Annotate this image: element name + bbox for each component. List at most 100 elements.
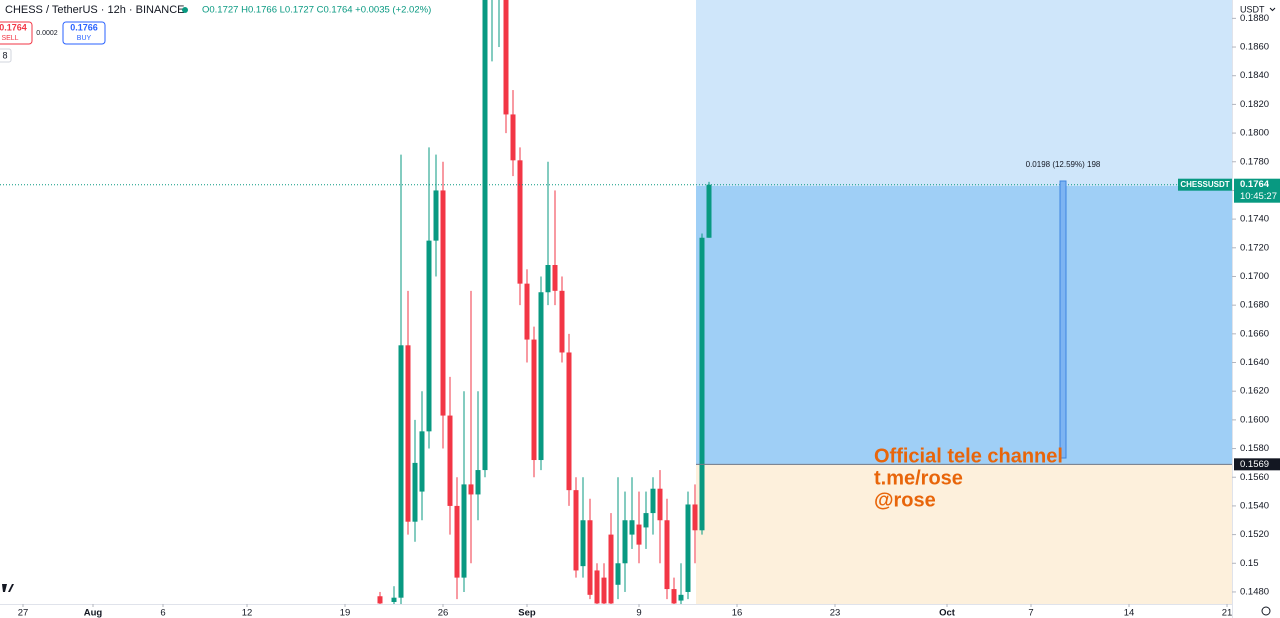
candle-body <box>552 265 558 291</box>
candle-body <box>398 345 404 598</box>
candle-body <box>580 520 586 567</box>
candle-body <box>440 190 446 416</box>
candle-body <box>405 345 411 522</box>
candle-body <box>419 431 425 492</box>
buy-button[interactable] <box>62 21 106 45</box>
indicator-count: 8 <box>2 50 7 60</box>
candle-body <box>412 462 418 522</box>
candle-body <box>482 0 488 471</box>
candle-body <box>559 290 565 353</box>
overlay-line: t.me/rose <box>874 467 963 489</box>
x-tick-label: Oct <box>939 608 956 618</box>
candle-body <box>678 594 684 601</box>
y-tick-label: 0.1860 <box>1240 42 1269 53</box>
symbol[interactable]: CHESS / TetherUS · 12h · BINANCE <box>5 4 185 16</box>
candle-body <box>447 415 453 506</box>
candle-body <box>692 504 698 531</box>
y-tick-label: 0.1840 <box>1240 70 1269 81</box>
candle-body <box>594 570 600 604</box>
candle-body <box>664 520 670 590</box>
x-tick-label: 21 <box>1222 608 1233 618</box>
y-tick-label: 0.1640 <box>1240 357 1269 368</box>
currency-chevron[interactable] <box>1269 7 1276 12</box>
candle-body <box>433 190 439 241</box>
y-tick-label: 0.1600 <box>1240 414 1269 425</box>
candle-body <box>454 505 460 578</box>
entry-tag <box>1234 458 1280 471</box>
y-tick-label: 0.1800 <box>1240 128 1269 139</box>
sell-label: SELL <box>1 35 18 42</box>
y-tick-label: 0.1580 <box>1240 443 1269 454</box>
candle-body <box>503 0 509 115</box>
y-tick-label: 0.1620 <box>1240 386 1269 397</box>
ticker-tag <box>1178 178 1232 191</box>
indicator-toggle[interactable] <box>0 48 12 63</box>
spread: 0.0002 <box>36 30 58 37</box>
x-tick-label: 26 <box>438 608 449 618</box>
candle-body <box>699 237 705 531</box>
countdown: 10:45:27 <box>1240 191 1277 202</box>
measure-label: 0.0198 (12.59%) 198 <box>1026 160 1101 169</box>
sell-button[interactable] <box>0 21 33 45</box>
candle-body <box>671 589 677 604</box>
x-tick-label: 14 <box>1124 608 1135 618</box>
x-tick-label: 23 <box>830 608 841 618</box>
x-tick-label: 6 <box>160 608 165 618</box>
profit-zone[interactable] <box>696 186 1232 465</box>
ticker-tag-label: CHESSUSDT <box>1180 180 1229 189</box>
y-tick-label: 0.1520 <box>1240 529 1269 540</box>
overlay-line: Official tele channel <box>874 445 1063 467</box>
candle-body <box>517 160 523 284</box>
last-price-tag <box>1234 178 1280 203</box>
y-tick-label: 0.1780 <box>1240 156 1269 167</box>
measure-bar[interactable] <box>1059 180 1067 459</box>
candle-body <box>636 524 642 545</box>
x-tick-label: 12 <box>242 608 253 618</box>
candle-body <box>622 520 628 564</box>
candle-body <box>426 240 432 432</box>
candle-body <box>377 596 383 604</box>
y-tick-label: 0.1820 <box>1240 99 1269 110</box>
candle-body <box>531 339 537 461</box>
candle-body <box>629 520 635 535</box>
status-dot <box>182 7 188 13</box>
y-tick-label: 0.1720 <box>1240 242 1269 253</box>
overlay: Official tele channel t.me/rose @rose <box>874 445 1063 511</box>
candle-body <box>468 484 474 495</box>
ohlc-legend: O0.1727 H0.1766 L0.1727 C0.1764 +0.0035 … <box>202 5 431 16</box>
y-tick-label: 0.1680 <box>1240 300 1269 311</box>
currency[interactable]: USDT <box>1240 4 1265 14</box>
x-tick-label: Sep <box>518 608 536 618</box>
y-tick-label: 0.15 <box>1240 558 1259 569</box>
y-tick-label: 0.1660 <box>1240 328 1269 339</box>
candle-body <box>601 577 607 604</box>
candle-body <box>538 292 544 461</box>
candle-body <box>650 488 656 514</box>
y-tick-label: 0.1880 <box>1240 13 1269 24</box>
candle-body <box>615 563 621 585</box>
candle-body <box>391 597 397 602</box>
candle-body <box>573 490 579 571</box>
candle-body <box>685 504 691 592</box>
overlay-line: @rose <box>874 489 936 511</box>
settings-icon[interactable] <box>1261 606 1271 616</box>
candle-body <box>461 484 467 578</box>
stop-zone[interactable] <box>696 465 1232 604</box>
y-tick-label: 0.1740 <box>1240 214 1269 225</box>
plot-area <box>0 0 1232 604</box>
candle-body <box>475 470 481 495</box>
x-tick-label: Aug <box>84 608 103 618</box>
logo[interactable] <box>2 584 14 592</box>
y-tick-label: 0.1480 <box>1240 586 1269 597</box>
candle-body <box>657 488 663 521</box>
y-tick-label: 0.1560 <box>1240 472 1269 483</box>
candle-body <box>545 265 551 293</box>
candle-body <box>706 184 712 238</box>
x-tick-label: 27 <box>18 608 29 618</box>
buy-price: 0.1766 <box>70 22 98 32</box>
candle-body <box>643 513 649 528</box>
last-price-label: 0.1764 <box>1240 179 1270 190</box>
x-tick-label: 9 <box>636 608 641 618</box>
